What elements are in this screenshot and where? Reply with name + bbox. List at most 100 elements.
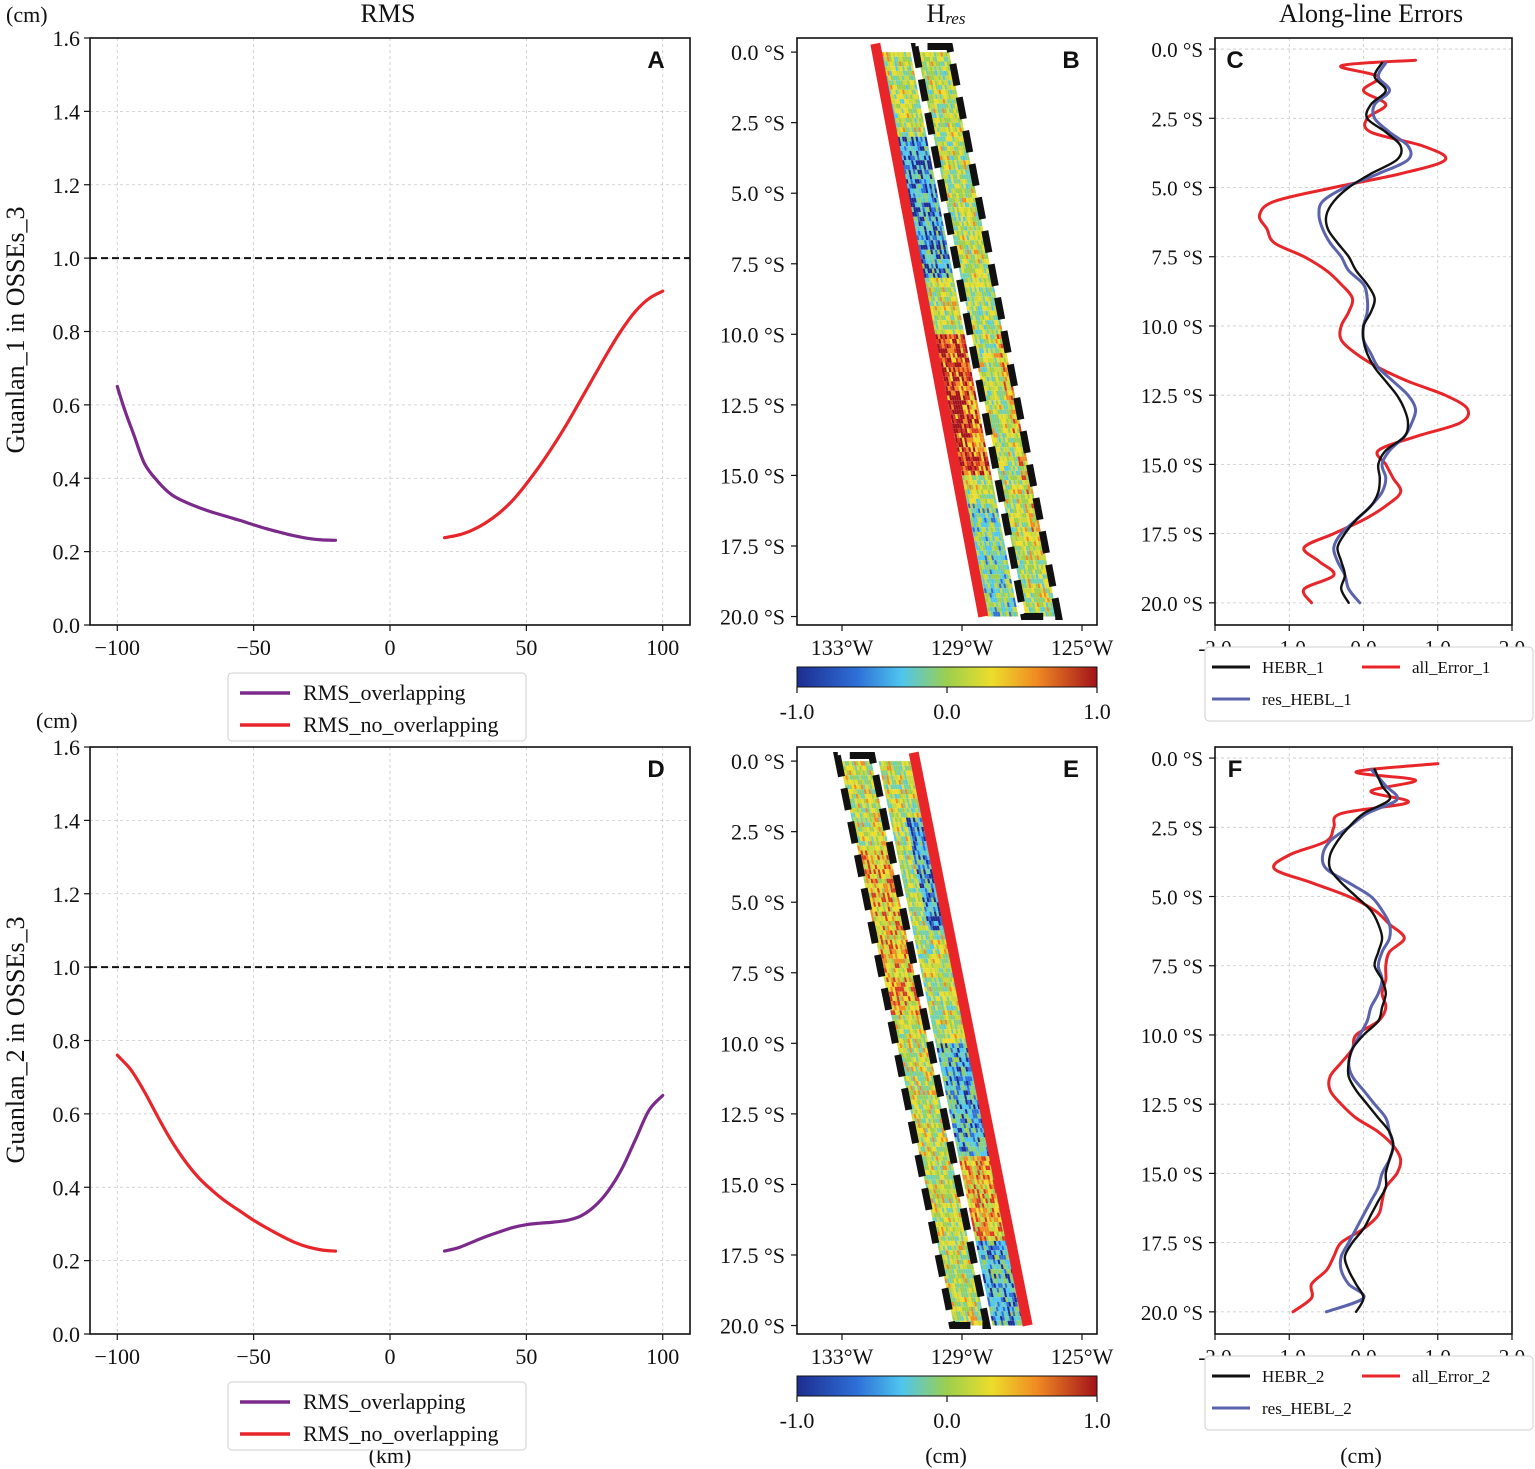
swath-cell — [942, 122, 946, 128]
swath-cell — [990, 315, 994, 321]
swath-cell — [1029, 531, 1033, 537]
swath-cell — [927, 89, 931, 95]
swath-cell — [1016, 555, 1020, 561]
swath-cell — [964, 263, 968, 269]
swath-cell — [940, 122, 944, 128]
y-tick-label: 0.8 — [53, 320, 81, 345]
swath-cell — [988, 386, 992, 391]
swath-cell — [988, 315, 992, 321]
swath-cell — [1022, 484, 1026, 490]
swath-cell — [1026, 574, 1030, 579]
swath-cell — [1020, 447, 1024, 452]
swath-cell — [928, 75, 932, 81]
swath-cell — [942, 99, 946, 104]
swath-cell — [962, 249, 966, 255]
swath-cell — [1031, 503, 1035, 509]
swath-cell — [1015, 494, 1019, 499]
swath-cell — [1035, 527, 1039, 532]
swath-cell — [1037, 536, 1041, 542]
swath-cell — [989, 390, 993, 396]
swath-cell — [927, 56, 931, 62]
swath-cell — [977, 282, 981, 288]
swath-cell — [965, 160, 969, 165]
swath-cell — [956, 245, 960, 250]
swath-cell — [998, 414, 1002, 419]
swath-cell — [969, 230, 973, 236]
swath-cell — [1016, 522, 1020, 528]
swath-cell — [971, 226, 975, 231]
swath-cell — [1005, 475, 1009, 481]
swath-cell — [974, 277, 978, 283]
swath-cell — [1046, 583, 1050, 589]
swath-cell — [988, 339, 992, 344]
swath-cell — [1013, 433, 1017, 438]
swath-cell — [966, 188, 970, 194]
swath-cell — [1005, 451, 1009, 457]
swath-cell — [961, 141, 965, 147]
swath-cell — [1014, 442, 1018, 448]
swath-cell — [968, 235, 972, 241]
swath-cell — [910, 75, 914, 81]
swath-cell — [942, 160, 946, 165]
colorbar-gradient — [796, 666, 1098, 688]
swath-cell — [941, 150, 945, 156]
swath-cell — [893, 103, 897, 109]
swath-cell — [984, 376, 988, 382]
swath-cell — [1035, 541, 1040, 546]
swath-cell — [888, 80, 892, 85]
swath-cell — [896, 94, 900, 100]
swath-cell — [989, 414, 993, 419]
swath-cell — [977, 268, 981, 274]
swath-cell — [1027, 484, 1031, 490]
swath-cell — [910, 85, 914, 90]
swath-cell — [971, 202, 975, 208]
x-tick-label: −100 — [95, 635, 140, 660]
legend-label: RMS_no_overlapping — [303, 1421, 499, 1446]
swath-cell — [931, 66, 935, 71]
swath-cell — [1029, 541, 1033, 546]
swath-cell — [1044, 597, 1048, 603]
swath-cell — [986, 282, 990, 288]
swath-cell — [1017, 541, 1022, 546]
swath-cell — [905, 75, 910, 81]
swath-cell — [1014, 536, 1018, 542]
swath-cell — [979, 259, 983, 264]
swath-cell — [934, 70, 938, 76]
swath-cell — [992, 348, 996, 354]
swath-cell — [983, 324, 987, 330]
swath-cell — [970, 306, 974, 311]
swath-cell — [902, 94, 906, 100]
swath-cell — [953, 155, 957, 161]
swath-cell — [1007, 390, 1011, 396]
swath-cell — [950, 155, 955, 161]
swath-cell — [1020, 578, 1024, 584]
swath-cell — [944, 179, 948, 184]
swath-cell — [1028, 489, 1032, 495]
swath-cell — [1004, 386, 1008, 391]
swath-cell — [961, 127, 965, 133]
swath-cell — [976, 310, 980, 316]
panel-B: 133°W 129°W 125°W0.0 °S2.5 °S5.0 °S7.5 °S1… — [720, 37, 1114, 724]
x-tick-label: 129°W — [931, 635, 994, 660]
swath-cell — [962, 179, 966, 184]
swath-cell — [904, 66, 908, 71]
swath-cell — [1022, 480, 1026, 485]
swath-cell — [964, 212, 968, 217]
swath-cell — [991, 343, 995, 349]
swath-cell — [1028, 536, 1032, 542]
swath-cell — [913, 103, 917, 109]
swath-cell — [1028, 574, 1032, 579]
swath-cell — [1001, 480, 1005, 485]
swath-cell — [946, 179, 950, 184]
swath-cell — [966, 202, 970, 208]
x-tick-label: −100 — [95, 1344, 140, 1369]
swath-cell — [894, 75, 898, 81]
swath-cell — [960, 230, 964, 236]
swath-cell — [905, 70, 909, 76]
swath-cell — [1038, 541, 1042, 546]
swath-cell — [996, 372, 1000, 377]
swath-cell — [957, 235, 961, 241]
swath-cell — [990, 419, 994, 424]
swath-cell — [944, 85, 948, 90]
swath-cell — [961, 259, 965, 264]
